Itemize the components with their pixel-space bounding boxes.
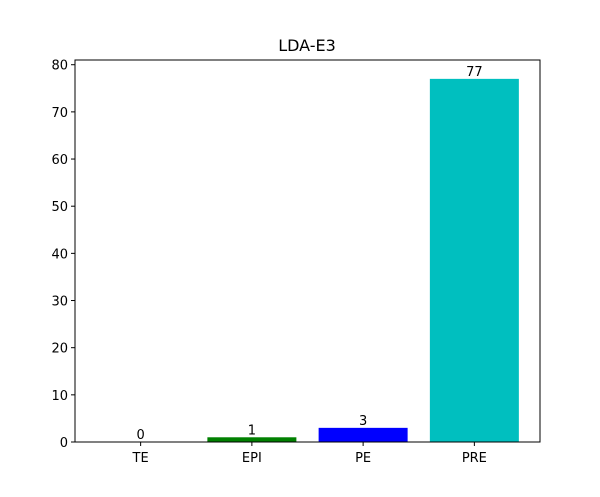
data-label-te: 0 [136, 428, 144, 443]
y-tick-label-80: 80 [51, 59, 68, 74]
bars-group [207, 78, 519, 442]
bar-pe [318, 427, 408, 442]
y-tick-label-40: 40 [51, 247, 68, 262]
y-tick-label-70: 70 [51, 106, 68, 121]
y-tick-label-30: 30 [51, 295, 68, 310]
y-tick-label-50: 50 [51, 200, 68, 215]
y-tick-label-60: 60 [51, 153, 68, 168]
bar-epi [207, 437, 297, 442]
y-tick-label-10: 10 [51, 389, 68, 404]
x-tick-label-epi: EPI [242, 451, 262, 466]
data-labels-group: 0 1 3 77 [136, 65, 482, 443]
x-tick-label-pre: PRE [462, 451, 487, 466]
data-label-pe: 3 [359, 414, 367, 429]
x-tick-label-pe: PE [355, 451, 371, 466]
x-tick-label-te: TE [132, 451, 149, 466]
plot-frame [74, 59, 541, 443]
bar-pre [429, 78, 519, 442]
y-tick-label-0: 0 [60, 436, 68, 451]
data-label-pre: 77 [466, 65, 483, 80]
y-tick-label-20: 20 [51, 342, 68, 357]
chart-title: LDA-E3 [278, 36, 336, 55]
y-axis: 0 10 20 30 40 50 60 70 80 [51, 59, 75, 451]
data-label-epi: 1 [248, 423, 256, 438]
x-axis: TE EPI PE PRE [132, 442, 487, 466]
